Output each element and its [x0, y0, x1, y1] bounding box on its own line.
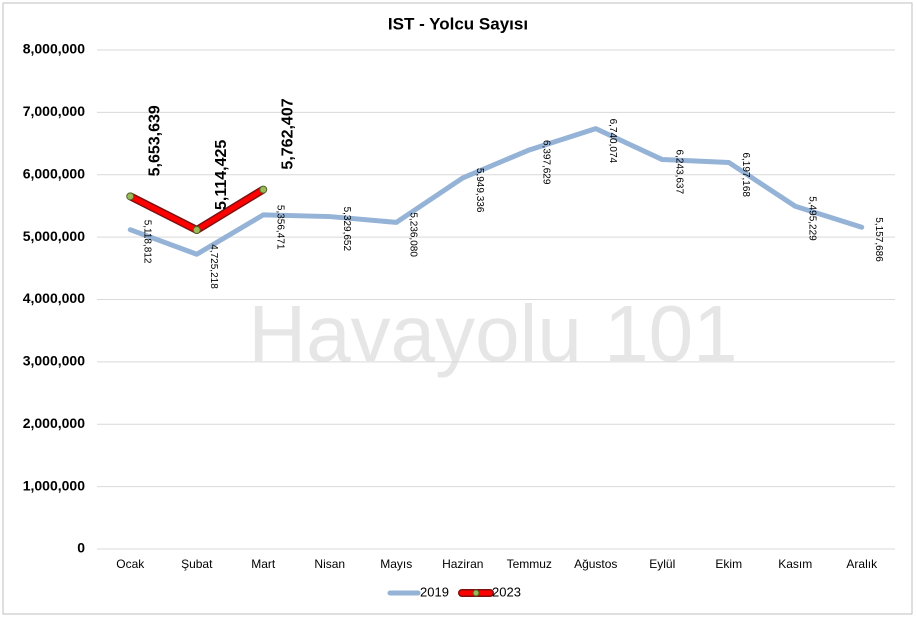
- legend-label: 2023: [492, 584, 521, 599]
- value-label: 5,949,336: [474, 168, 485, 213]
- y-tick-label: 0: [77, 540, 85, 556]
- value-label: 5,114,425: [213, 140, 230, 210]
- x-tick-label: Ağustos: [574, 557, 617, 571]
- x-tick-label: Şubat: [181, 557, 213, 571]
- value-label: 5,495,229: [807, 196, 818, 241]
- value-label: 5,762,407: [279, 98, 296, 169]
- value-label: 5,236,080: [408, 212, 419, 257]
- y-tick-label: 2,000,000: [23, 415, 85, 431]
- value-label: 6,740,074: [607, 119, 618, 164]
- x-tick-label: Eylül: [649, 557, 675, 571]
- value-label: 6,243,637: [674, 150, 685, 195]
- y-tick-label: 4,000,000: [23, 290, 85, 306]
- value-label: 5,329,652: [341, 207, 352, 252]
- value-label: 4,725,218: [208, 244, 219, 289]
- marker: [192, 225, 201, 234]
- marker: [126, 192, 135, 201]
- series-line: [127, 126, 865, 257]
- legend-marker: [472, 589, 480, 597]
- x-tick-label: Ocak: [116, 557, 145, 571]
- y-tick-label: 7,000,000: [23, 103, 85, 119]
- marker: [259, 185, 268, 194]
- x-tick-label: Haziran: [442, 557, 483, 571]
- x-tick-label: Nisan: [314, 557, 345, 571]
- legend-label: 2019: [420, 584, 449, 599]
- y-tick-label: 8,000,000: [23, 41, 85, 57]
- value-label: 5,118,812: [142, 220, 153, 264]
- y-tick-label: 5,000,000: [23, 228, 85, 244]
- value-label: 5,653,639: [146, 105, 163, 176]
- value-label: 5,356,471: [275, 205, 286, 250]
- y-tick-label: 1,000,000: [23, 477, 85, 493]
- x-tick-label: Aralık: [846, 557, 878, 571]
- x-tick-label: Mart: [251, 557, 276, 571]
- y-tick-label: 3,000,000: [23, 353, 85, 369]
- value-label: 6,397,629: [541, 140, 552, 185]
- x-tick-label: Kasım: [778, 557, 812, 571]
- y-tick-label: 6,000,000: [23, 165, 85, 181]
- x-tick-label: Mayıs: [380, 557, 412, 571]
- chart-title: IST - Yolcu Sayısı: [388, 14, 528, 33]
- x-tick-label: Ekim: [715, 557, 742, 571]
- x-tick-label: Temmuz: [507, 557, 552, 571]
- value-label: 6,197,168: [740, 152, 751, 197]
- watermark: Havayolu 101: [248, 289, 737, 378]
- value-label: 5,157,686: [873, 217, 884, 262]
